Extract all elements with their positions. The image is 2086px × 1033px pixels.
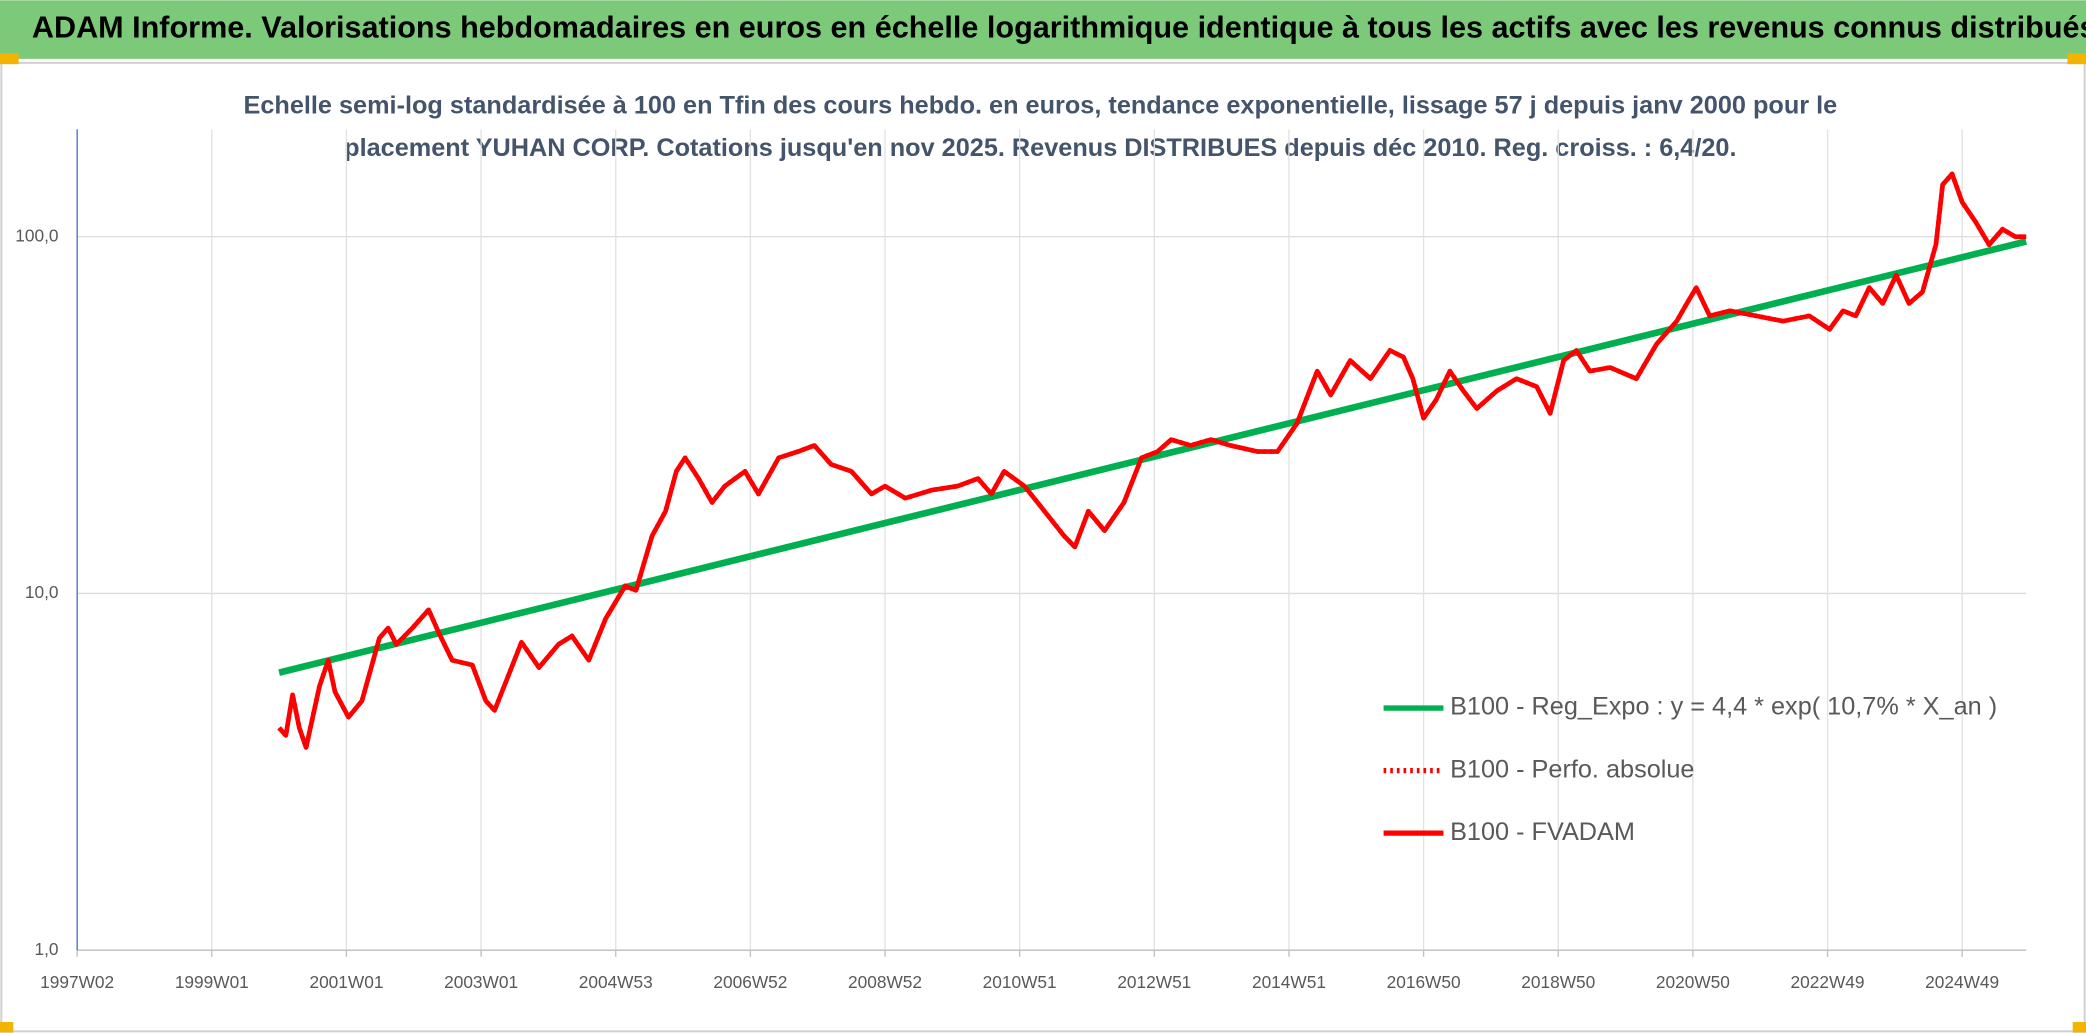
corner-mark	[0, 53, 19, 65]
legend-label: B100 - Perfo. absolue	[1450, 755, 1694, 783]
x-tick-label: 1997W02	[40, 972, 114, 992]
x-tick-label: 2024W49	[1925, 972, 1999, 992]
chart-subtitle: placement YUHAN CORP. Cotations jusqu'en…	[344, 134, 1736, 162]
chart-title: ADAM Informe. Valorisations hebdomadaire…	[32, 11, 2086, 45]
x-tick-label: 2012W51	[1117, 972, 1191, 992]
x-tick-label: 2022W49	[1791, 972, 1865, 992]
corner-mark	[2067, 53, 2086, 65]
x-tick-label: 1999W01	[175, 972, 249, 992]
x-tick-label: 2016W50	[1387, 972, 1461, 992]
x-tick-label: 2020W50	[1656, 972, 1730, 992]
legend-label: B100 - Reg_Expo : y = 4,4 * exp( 10,7% *…	[1450, 693, 1997, 721]
header-band	[0, 0, 2086, 59]
corner-mark	[0, 1022, 14, 1033]
x-tick-label: 2003W01	[444, 972, 518, 992]
series-line	[277, 171, 2027, 750]
legend: B100 - Reg_Expo : y = 4,4 * exp( 10,7% *…	[1383, 693, 1997, 846]
y-tick-label: 10,0	[25, 582, 59, 602]
corner-mark	[2072, 1022, 2086, 1033]
y-tick-label: 100,0	[15, 225, 58, 245]
legend-label: B100 - FVADAM	[1450, 818, 1635, 846]
x-tick-label: 2008W52	[848, 972, 922, 992]
x-tick-label: 2010W51	[983, 972, 1057, 992]
y-tick-label: 1,0	[35, 939, 59, 959]
x-tick-label: 2006W52	[713, 972, 787, 992]
x-tick-label: 2014W51	[1252, 972, 1326, 992]
plot-area	[277, 171, 2027, 750]
x-tick-label: 2004W53	[579, 972, 653, 992]
x-tick-label: 2001W01	[309, 972, 383, 992]
x-tick-label: 2018W50	[1521, 972, 1595, 992]
frame	[0, 61, 2086, 1033]
chart-subtitle: Echelle semi-log standardisée à 100 en T…	[243, 91, 1837, 119]
grid: 1,0 10,0 100,0 1997W02 1999W01 2001W01 2003W01…	[15, 129, 2027, 992]
